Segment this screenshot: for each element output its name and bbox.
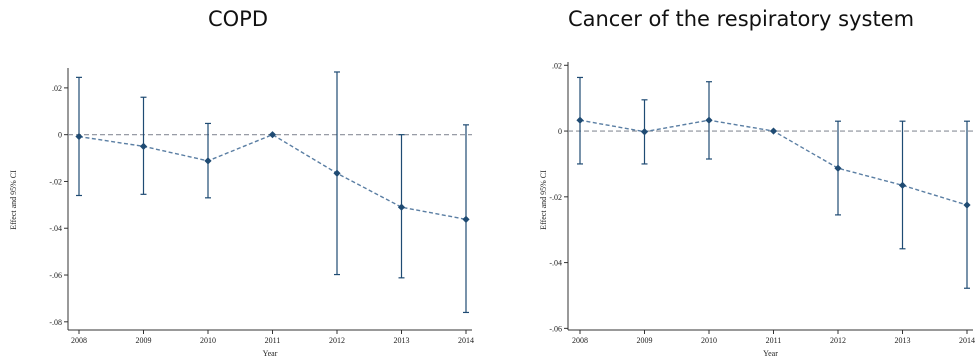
chart-panel-copd: COPD .02 0 -.02 -.04 -.06 -.08 2008 2009 2010 2011…: [9, 7, 474, 358]
x-tick-label: 2012: [830, 336, 846, 345]
data-point-2009: [640, 128, 649, 136]
x-tick-label: 2008: [572, 336, 588, 345]
x-tick-label: 2009: [136, 336, 152, 345]
y-tick-label: -.08: [49, 318, 62, 327]
y-tick-label: .02: [52, 84, 62, 93]
data-point-2010: [705, 116, 713, 124]
x-tick-label: 2014: [458, 336, 474, 345]
x-tick-label: 2010: [200, 336, 216, 345]
x-axis-label: Year: [263, 349, 278, 358]
y-axis-label: Effect and 95% CI: [9, 170, 18, 230]
chart-title: COPD: [208, 7, 268, 31]
y-tick-label: 0: [58, 131, 62, 140]
y-tick-label: 0: [558, 127, 562, 136]
chart-title: Cancer of the respiratory system: [568, 7, 914, 31]
x-tick-label: 2008: [71, 336, 87, 345]
data-point-2009: [139, 142, 148, 150]
data-point-2013: [397, 203, 406, 211]
x-tick-label: 2013: [895, 336, 911, 345]
y-tick-label: -.04: [49, 224, 62, 233]
data-point-2008: [576, 116, 584, 124]
data-point-2012: [333, 169, 341, 177]
x-tick-label: 2012: [329, 336, 345, 345]
data-point-2012: [834, 164, 842, 172]
x-tick-label: 2013: [394, 336, 410, 345]
y-tick-label: -.06: [549, 324, 562, 333]
x-tick-label: 2014: [959, 336, 975, 345]
effect-line: [78, 133, 467, 221]
y-tick-label: -.04: [549, 259, 562, 268]
data-point-2011: [268, 131, 277, 139]
x-tick-label: 2009: [637, 336, 653, 345]
data-point-2008: [75, 132, 83, 141]
y-tick-label: .02: [552, 61, 562, 70]
x-tick-label: 2011: [265, 336, 281, 345]
data-point-2011: [769, 127, 778, 135]
x-tick-label: 2011: [766, 336, 782, 345]
data-point-2014: [963, 201, 971, 209]
data-point-2010: [204, 157, 212, 165]
x-axis-label: Year: [763, 349, 778, 358]
y-tick-label: -.02: [49, 177, 62, 186]
data-point-2013: [898, 181, 907, 189]
y-tick-label: -.06: [49, 271, 62, 280]
y-axis-label: Effect and 95% CI: [539, 170, 548, 230]
chart-panel-respiratory-cancer: Cancer of the respiratory system .02 0 -.02…: [539, 7, 975, 358]
x-tick-label: 2010: [701, 336, 717, 345]
data-point-2014: [462, 215, 470, 223]
y-tick-label: -.02: [549, 193, 562, 202]
